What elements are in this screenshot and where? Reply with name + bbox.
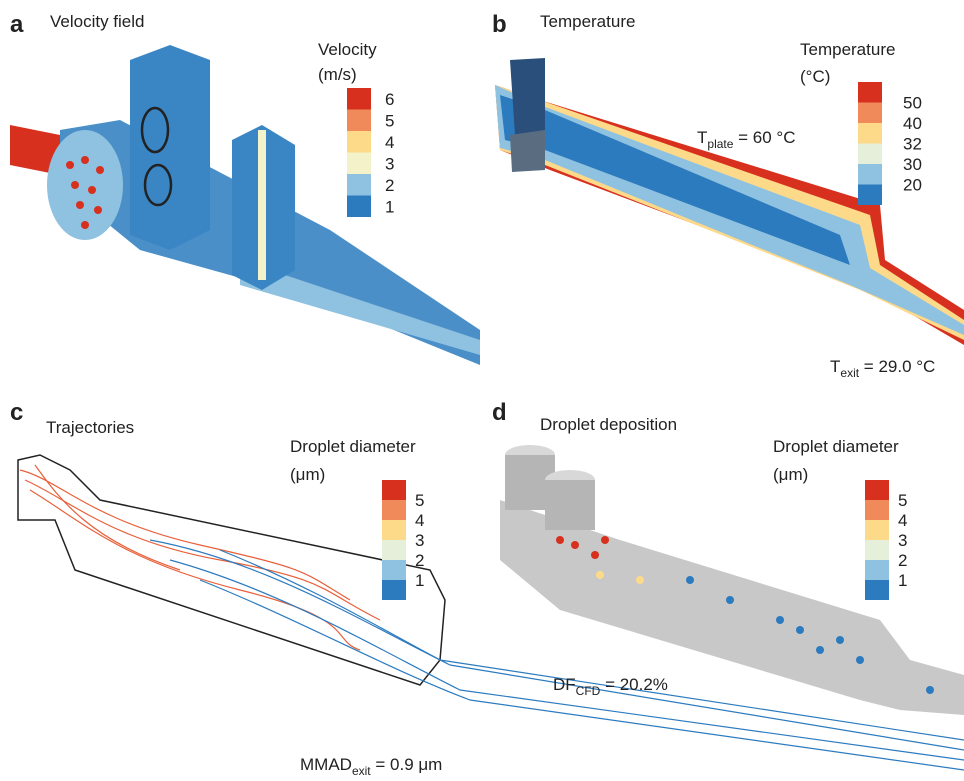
panel-title: Trajectories <box>46 418 134 437</box>
legend-label: 5 <box>898 491 907 510</box>
legend-label: 1 <box>898 571 907 590</box>
legend-swatch <box>858 82 882 103</box>
legend-swatch <box>865 520 889 540</box>
legend-title: (μm) <box>773 465 808 484</box>
legend-title: Droplet diameter <box>773 437 899 456</box>
legend-swatch <box>382 540 406 560</box>
legend-swatch <box>858 123 882 144</box>
legend-swatch <box>858 103 882 124</box>
legend-swatch <box>347 196 371 218</box>
legend-swatch <box>382 520 406 540</box>
legend-swatch <box>865 540 889 560</box>
legend-label: 3 <box>898 531 907 550</box>
velocity-illustration <box>10 45 480 365</box>
annotation-sub: CFD <box>576 684 601 698</box>
annotation-main: T <box>830 357 840 376</box>
legend-swatch <box>382 580 406 600</box>
legend-title: Temperature <box>800 40 895 59</box>
figure: aVelocity fieldVelocity(m/s)654321bTempe… <box>0 0 964 781</box>
legend-label: 4 <box>898 511 907 530</box>
annotation-sub: exit <box>352 764 371 778</box>
annotation-rest: = 0.9 μm <box>371 755 443 774</box>
annotation: Texit = 29.0 °C <box>830 357 935 380</box>
legend-swatch <box>382 480 406 500</box>
legend-label: 32 <box>903 135 922 154</box>
legend-swatch <box>382 560 406 580</box>
panel-letter: c <box>10 399 23 426</box>
legend-title: (μm) <box>290 465 325 484</box>
legend-label: 4 <box>415 511 424 530</box>
annotation-main: MMAD <box>300 755 352 774</box>
annotation-sub: exit <box>840 366 859 380</box>
legend-swatch <box>858 164 882 185</box>
legend-swatch <box>347 131 371 153</box>
annotation-rest: = 20.2% <box>600 675 668 694</box>
annotation-sub: plate <box>707 137 733 151</box>
legend-label: 2 <box>898 551 907 570</box>
legend-swatch <box>865 560 889 580</box>
annotation-rest: = 29.0 °C <box>859 357 935 376</box>
legend-label: 3 <box>415 531 424 550</box>
legend-label: 1 <box>385 197 394 216</box>
legend-label: 40 <box>903 114 922 133</box>
legend-swatch <box>347 153 371 175</box>
annotation: MMADexit = 0.9 μm <box>300 755 442 778</box>
legend-swatch <box>865 500 889 520</box>
legend-swatch <box>865 480 889 500</box>
legend-label: 1 <box>415 571 424 590</box>
legend-title: (°C) <box>800 67 830 86</box>
temperature-illustration <box>495 58 964 345</box>
legend-label: 4 <box>385 133 394 152</box>
annotation: DFCFD = 20.2% <box>553 675 668 698</box>
legend-label: 2 <box>385 176 394 195</box>
panel-letter: d <box>492 399 507 426</box>
legend-label: 5 <box>415 491 424 510</box>
annotation: Tplate = 60 °C <box>697 128 796 151</box>
legend-swatch <box>865 580 889 600</box>
legend-title: Droplet diameter <box>290 437 416 456</box>
legend-swatch <box>858 144 882 165</box>
legend-swatch <box>347 174 371 196</box>
legend-label: 20 <box>903 176 922 195</box>
annotation-main: T <box>697 128 707 147</box>
legend-swatch <box>382 500 406 520</box>
legend-title: Velocity <box>318 40 377 59</box>
legend-swatch <box>858 185 882 206</box>
legend-swatch <box>347 88 371 110</box>
legend-label: 3 <box>385 154 394 173</box>
legend-label: 5 <box>385 111 394 130</box>
legend-label: 50 <box>903 94 922 113</box>
panel-letter: b <box>492 11 507 38</box>
legend-title: (m/s) <box>318 65 357 84</box>
annotation-rest: = 60 °C <box>733 128 795 147</box>
legend-label: 6 <box>385 90 394 109</box>
panel-title: Velocity field <box>50 12 145 31</box>
legend-label: 2 <box>415 551 424 570</box>
panel-title: Temperature <box>540 12 635 31</box>
panel-title: Droplet deposition <box>540 415 677 434</box>
annotation-main: DF <box>553 675 576 694</box>
panel-letter: a <box>10 11 24 38</box>
legend-swatch <box>347 110 371 132</box>
legend-label: 30 <box>903 155 922 174</box>
